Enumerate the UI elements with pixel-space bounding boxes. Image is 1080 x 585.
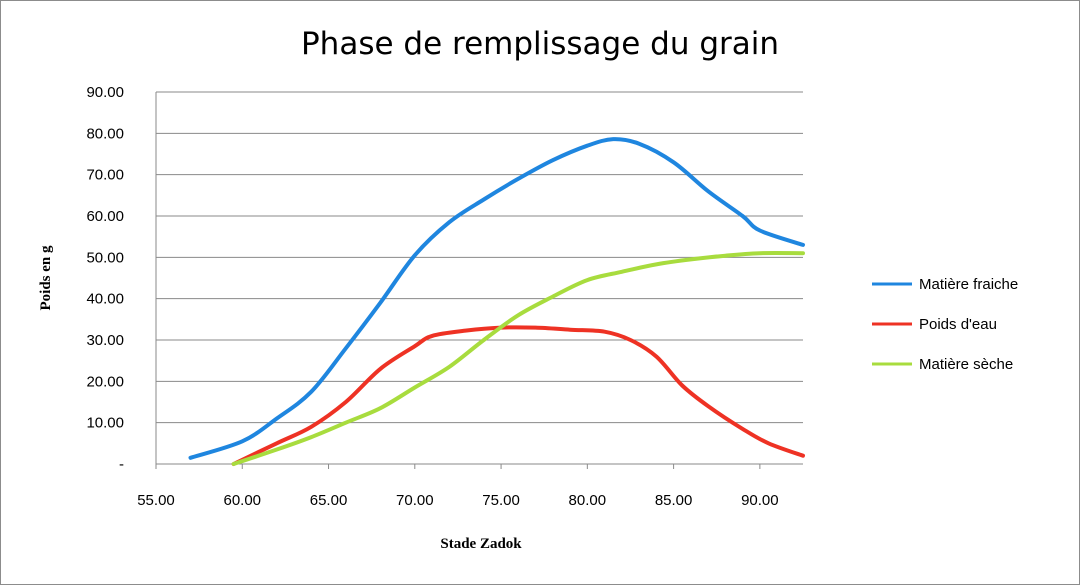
y-axis-label: Poids en g xyxy=(38,245,54,311)
y-tick-label-2: 20.00 xyxy=(86,373,124,390)
x-tick-labels: 55.00 60.00 65.00 70.00 75.00 80.00 85.00 90.00 xyxy=(137,492,778,509)
legend-label-1: Poids d'eau xyxy=(919,316,997,333)
axes xyxy=(155,92,803,469)
chart-title: Phase de remplissage du grain xyxy=(301,26,779,62)
x-tick-label-7: 90.00 xyxy=(741,492,779,509)
y-tick-label-4: 40.00 xyxy=(86,291,124,308)
grid-lines xyxy=(156,91,803,424)
y-tick-label-5: 50.00 xyxy=(86,249,124,266)
x-axis-label: Stade Zadok xyxy=(440,536,522,552)
x-tick-label-4: 75.00 xyxy=(482,492,520,509)
series-lines xyxy=(188,137,805,466)
x-tick-label-0: 55.00 xyxy=(137,492,175,509)
y-tick-label-9: 90.00 xyxy=(86,84,124,101)
y-tick-label-6: 60.00 xyxy=(86,208,124,225)
y-tick-labels: - 10.00 20.00 30.00 40.00 50.00 60.00 70.00 80.0… xyxy=(86,84,124,473)
legend-label-2: Matière sèche xyxy=(919,356,1013,373)
y-tick-label-0: - xyxy=(119,456,124,473)
series-line-1 xyxy=(231,325,805,466)
series-line-2 xyxy=(231,251,805,466)
series-line-0 xyxy=(188,137,805,460)
x-tick-label-3: 70.00 xyxy=(396,492,434,509)
x-tick-label-2: 65.00 xyxy=(310,492,348,509)
x-tick-label-1: 60.00 xyxy=(223,492,261,509)
x-tick-label-6: 85.00 xyxy=(655,492,693,509)
x-tick-label-5: 80.00 xyxy=(569,492,607,509)
y-tick-label-8: 80.00 xyxy=(86,125,124,142)
legend-label-0: Matière fraiche xyxy=(919,276,1018,293)
y-tick-label-7: 70.00 xyxy=(86,167,124,184)
y-tick-label-1: 10.00 xyxy=(86,415,124,432)
legend: Matière fraiche Poids d'eau Matière sèche xyxy=(872,276,1018,373)
y-tick-label-3: 30.00 xyxy=(86,332,124,349)
